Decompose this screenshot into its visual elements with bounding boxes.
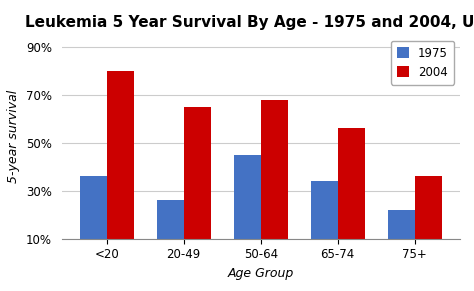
X-axis label: Age Group: Age Group <box>228 267 294 280</box>
Bar <box>234 155 261 239</box>
Bar <box>337 128 365 239</box>
Bar <box>261 100 288 239</box>
Bar <box>311 181 337 239</box>
Y-axis label: 5-year survival: 5-year survival <box>7 90 20 183</box>
Bar <box>388 210 415 239</box>
Bar <box>80 176 107 239</box>
Title: Leukemia 5 Year Survival By Age - 1975 and 2004, USA: Leukemia 5 Year Survival By Age - 1975 a… <box>25 15 474 30</box>
Bar <box>157 200 184 239</box>
Bar <box>184 107 210 239</box>
Bar <box>107 71 134 239</box>
Bar <box>415 176 442 239</box>
Legend: 1975, 2004: 1975, 2004 <box>391 41 454 84</box>
